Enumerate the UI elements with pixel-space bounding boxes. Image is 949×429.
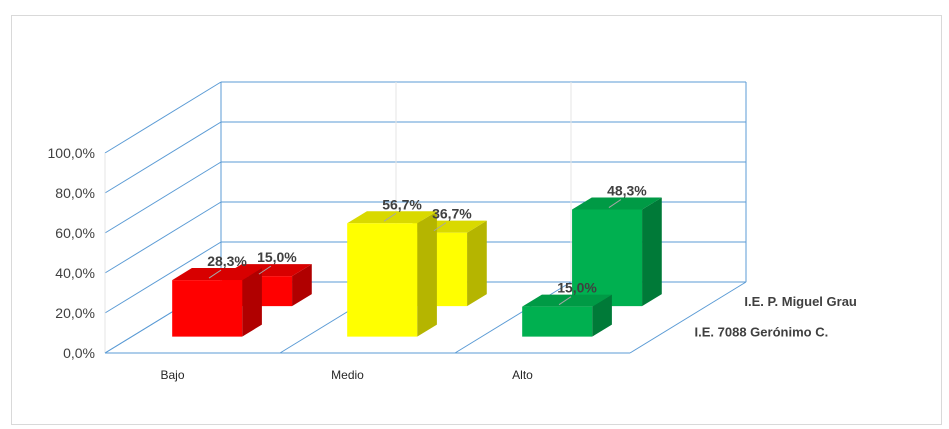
y-tick-label: 20,0%: [55, 305, 95, 321]
gridline-side: [104, 201, 222, 274]
floor-right-edge: [629, 281, 747, 354]
series-label: I.E. P. Miguel Grau: [744, 294, 857, 309]
bar-side: [642, 197, 662, 307]
data-labels: 15,0% 36,7% 48,3% 28,3% 56,7% 15,0%: [207, 183, 647, 306]
bar: [522, 306, 593, 337]
y-tick-label: 80,0%: [55, 185, 95, 201]
data-label-leader: [208, 269, 222, 279]
data-label: 56,7%: [382, 196, 422, 212]
bar-top: [172, 268, 262, 281]
gridline-side: [104, 121, 222, 194]
data-label: 28,3%: [207, 253, 247, 269]
category-label: Alto: [512, 368, 533, 382]
data-label: 48,3%: [607, 183, 647, 199]
category-label: Bajo: [160, 368, 184, 382]
data-label: 36,7%: [432, 206, 472, 222]
y-tick-label: 60,0%: [55, 225, 95, 241]
data-label: 15,0%: [257, 249, 297, 265]
data-label-leader: [558, 296, 572, 306]
y-tick-label: 0,0%: [63, 345, 95, 361]
category-label: Medio: [331, 368, 364, 382]
data-label-leader: [608, 199, 622, 208]
bar: [572, 209, 643, 307]
bar-top: [572, 197, 662, 210]
gridline-side: [104, 81, 222, 154]
data-label-leader: [383, 212, 397, 222]
data-label-leader: [258, 265, 272, 275]
y-tick-label: 40,0%: [55, 265, 95, 281]
bar-side: [417, 211, 437, 337]
bar: [347, 223, 418, 337]
floor-separator: [454, 281, 572, 354]
bar-top: [522, 294, 612, 307]
bar-top: [347, 211, 437, 224]
data-label-leader: [433, 222, 447, 232]
series-depth-labels: I.E. 7088 Gerónimo C. I.E. P. Miguel Grau: [695, 294, 857, 340]
data-label: 15,0%: [557, 280, 597, 296]
bar-side: [467, 220, 487, 307]
bar: [172, 280, 243, 337]
gridline-side: [104, 161, 222, 234]
y-tick-label: 100,0%: [48, 145, 95, 161]
chart-area: [11, 15, 942, 425]
y-axis-ticks: 0,0% 20,0% 40,0% 60,0% 80,0% 100,0%: [48, 145, 95, 361]
series-label: I.E. 7088 Gerónimo C.: [695, 325, 829, 340]
category-labels: Bajo Medio Alto: [160, 368, 533, 382]
bar-side: [242, 268, 262, 337]
gridline-side: [104, 241, 222, 314]
bar-side: [592, 294, 612, 337]
bars: [172, 197, 662, 337]
bar-side: [292, 264, 312, 307]
